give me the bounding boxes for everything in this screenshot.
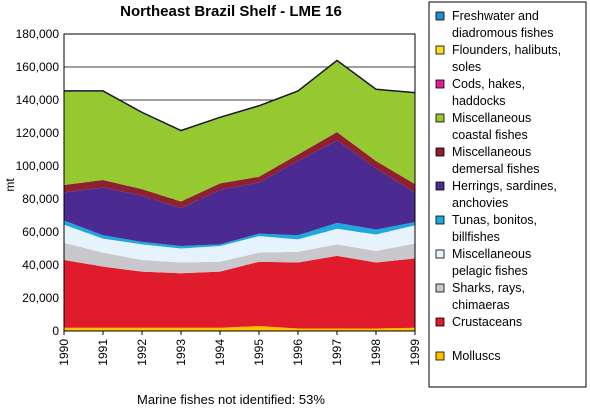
area-molluscs: [64, 326, 415, 331]
legend-label: Cods, hakes,: [452, 77, 525, 91]
x-tick-label: 1992: [135, 339, 149, 366]
legend-swatch: [435, 113, 445, 123]
chart-title: Northeast Brazil Shelf - LME 16: [120, 3, 342, 20]
area-sharks-rays-chimaeras: [64, 242, 415, 274]
legend-label: anchovies: [452, 196, 508, 210]
legend-label: Miscellaneous: [452, 247, 531, 261]
y-tick-label: 140,000: [16, 93, 60, 107]
legend-label: Flounders, halibuts,: [452, 43, 561, 57]
legend-label: demersal fishes: [452, 162, 540, 176]
x-tick-label: 1991: [96, 339, 110, 366]
legend-swatch: [435, 147, 445, 157]
legend-label: Crustaceans: [452, 315, 522, 329]
legend-swatch: [435, 283, 445, 293]
legend-swatch: [435, 45, 445, 55]
y-tick-label: 60,000: [22, 225, 59, 239]
legend: Freshwater and diadromous fishes Flounders…: [428, 1, 587, 388]
x-tick-label: 1998: [369, 339, 383, 366]
legend-swatch: [435, 215, 445, 225]
legend-label: pelagic fishes: [452, 264, 528, 278]
y-axis-label: mt: [3, 178, 17, 192]
y-tick-label: 0: [52, 324, 59, 338]
y-tick-label: 40,000: [22, 258, 59, 272]
legend-label: Sharks, rays,: [452, 281, 525, 295]
legend-label: Herrings, sardines,: [452, 179, 557, 193]
axes: 0 20,000 40,000 60,000 80,000 100,000 120,000 1…: [16, 27, 422, 366]
x-tick-label: 1996: [291, 339, 305, 366]
legend-label: Miscellaneous: [452, 111, 531, 125]
area-miscellaneous-pelagic-fishes: [64, 224, 415, 263]
y-tick-label: 20,000: [22, 291, 59, 305]
x-tick-label: 1999: [408, 339, 422, 366]
footnote: Marine fishes not identified: 53%: [137, 392, 325, 407]
area-crustaceans: [64, 255, 415, 329]
y-tick-label: 80,000: [22, 192, 59, 206]
legend-label: coastal fishes: [452, 128, 528, 142]
x-tick-label: 1993: [174, 339, 188, 366]
legend-label: Tunas, bonitos,: [452, 213, 537, 227]
x-tick-label: 1995: [252, 339, 266, 366]
area-miscellaneous-coastal-fishes: [64, 61, 415, 202]
legend-label: Miscellaneous: [452, 145, 531, 159]
legend-label: soles: [452, 60, 481, 74]
plot-border: [63, 33, 416, 332]
legend-swatch: [435, 11, 445, 21]
legend-swatch: [435, 181, 445, 191]
legend-swatch: [435, 317, 445, 327]
legend-label: Freshwater and: [452, 9, 539, 23]
y-tick-label: 120,000: [16, 126, 60, 140]
legend-swatch: [435, 351, 445, 361]
y-tick-label: 100,000: [16, 159, 60, 173]
area-tunas-bonitos-billfishes: [64, 220, 415, 249]
legend-label: billfishes: [452, 230, 500, 244]
legend-label: diadromous fishes: [452, 26, 553, 40]
area-herrings-sardines-anchovies: [64, 140, 415, 247]
legend-label: haddocks: [452, 94, 506, 108]
x-tick-label: 1990: [57, 339, 71, 366]
legend-swatch: [435, 79, 445, 89]
x-tick-label: 1997: [330, 339, 344, 366]
area-series: [64, 59, 416, 331]
x-tick-label: 1994: [213, 339, 227, 366]
total-outline: [64, 59, 416, 132]
legend-box: [428, 1, 587, 388]
y-tick-label: 160,000: [16, 60, 60, 74]
y-tick-label: 180,000: [16, 27, 60, 41]
legend-swatch: [435, 249, 445, 259]
legend-label: chimaeras: [452, 298, 510, 312]
legend-label: Molluscs: [452, 349, 501, 363]
